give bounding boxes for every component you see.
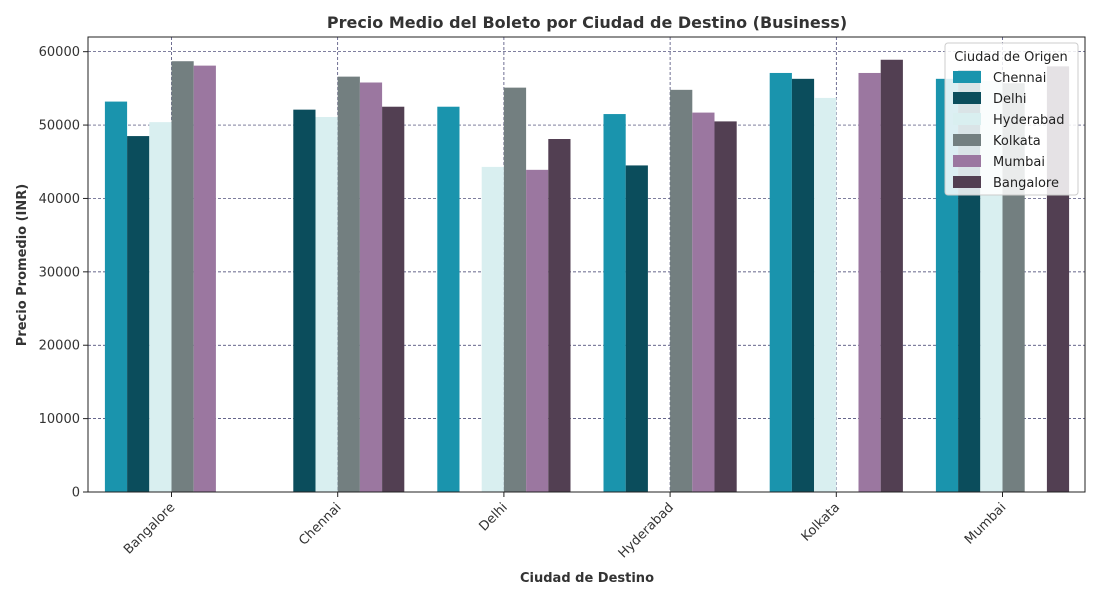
bar-kolkata-hyderabad — [670, 89, 693, 492]
legend-label: Chennai — [993, 71, 1046, 86]
legend-label: Delhi — [993, 92, 1026, 107]
bar-mumbai-hyderabad — [692, 112, 715, 492]
bar-kolkata-bangalore — [171, 61, 194, 492]
bars-group — [104, 59, 1070, 493]
bar-delhi-chennai — [293, 109, 316, 492]
bar-delhi-kolkata — [791, 78, 815, 493]
bar-bangalore-kolkata — [880, 59, 903, 492]
bar-hyderabad-chennai — [315, 116, 338, 492]
x-tick-label: Delhi — [476, 500, 510, 534]
bar-bangalore-chennai — [382, 106, 405, 492]
bar-mumbai-chennai — [359, 82, 383, 492]
bar-chennai-hyderabad — [603, 114, 626, 492]
bar-mumbai-bangalore — [193, 65, 216, 492]
plot-frame — [87, 36, 1086, 493]
bar-delhi-bangalore — [127, 136, 150, 493]
x-tick-label: Mumbai — [962, 500, 1009, 547]
legend-title: Ciudad de Origen — [954, 50, 1068, 65]
y-tick-label: 0 — [72, 486, 80, 501]
bar-hyderabad-delhi — [481, 166, 504, 493]
x-tick-label: Hyderabad — [616, 500, 677, 561]
bar-mumbai-kolkata — [858, 72, 881, 492]
y-tick-label: 30000 — [39, 265, 80, 280]
legend-swatch — [953, 113, 981, 125]
y-tick-label: 50000 — [39, 119, 80, 134]
y-tick-label: 10000 — [39, 412, 80, 427]
legend-swatch — [953, 155, 981, 167]
x-axis-ticks: Bangalore Chennai Delhi Hyderabad Kolkata Mum… — [121, 492, 1009, 561]
bar-chennai-kolkata — [769, 72, 792, 492]
legend-label: Hyderabad — [993, 113, 1065, 128]
legend-label: Kolkata — [993, 134, 1041, 149]
legend: Ciudad de Origen Chennai Delhi Hyderabad Ko… — [944, 42, 1079, 196]
x-tick-label: Chennai — [296, 500, 344, 548]
legend-items: Chennai Delhi Hyderabad Kolkata Mumbai Bangal… — [953, 71, 1065, 191]
bar-chennai-bangalore — [104, 101, 128, 493]
legend-swatch — [953, 92, 981, 104]
bar-delhi-hyderabad — [625, 165, 648, 492]
legend-label: Bangalore — [993, 176, 1059, 191]
bar-kolkata-delhi — [503, 87, 527, 493]
x-tick-label: Bangalore — [121, 500, 178, 557]
legend-swatch — [953, 176, 981, 188]
x-axis-label: Ciudad de Destino — [520, 571, 654, 586]
y-tick-label: 40000 — [39, 192, 80, 207]
legend-swatch — [953, 134, 981, 146]
legend-label: Mumbai — [993, 155, 1045, 170]
bar-bangalore-hyderabad — [714, 121, 737, 492]
bar-mumbai-delhi — [526, 169, 549, 493]
grid-lines — [88, 37, 1085, 493]
y-tick-label: 20000 — [39, 339, 80, 354]
bar-hyderabad-bangalore — [149, 122, 172, 493]
bar-kolkata-chennai — [337, 76, 360, 493]
x-tick-label: Kolkata — [799, 500, 843, 544]
legend-swatch — [953, 71, 981, 83]
chart-title: Precio Medio del Boleto por Ciudad de De… — [327, 13, 847, 32]
bar-bangalore-delhi — [548, 139, 571, 493]
y-tick-label: 60000 — [39, 45, 80, 60]
y-axis-label: Precio Promedio (INR) — [15, 184, 30, 346]
bar-hyderabad-kolkata — [814, 97, 837, 493]
bar-chennai-delhi — [437, 106, 460, 492]
y-axis-ticks: 0 10000 20000 30000 40000 50000 60000 — [39, 45, 88, 501]
